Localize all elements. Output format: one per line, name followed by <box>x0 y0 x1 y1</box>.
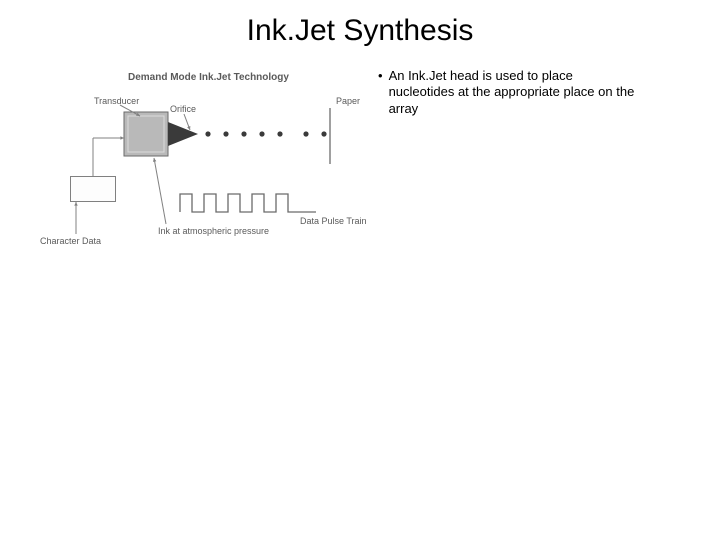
bullet-marker: • <box>378 68 383 84</box>
diagram-svg <box>58 68 368 248</box>
bullet-block: • An Ink.Jet head is used to place nucle… <box>378 68 638 117</box>
bullet-row: • An Ink.Jet head is used to place nucle… <box>378 68 638 117</box>
inkjet-diagram: Demand Mode Ink.Jet Technology Transduce… <box>58 68 368 248</box>
slide-title: Ink.Jet Synthesis <box>0 14 720 48</box>
bullet-text: An Ink.Jet head is used to place nucleot… <box>389 68 638 117</box>
slide-root: Ink.Jet Synthesis • An Ink.Jet head is u… <box>0 0 720 540</box>
